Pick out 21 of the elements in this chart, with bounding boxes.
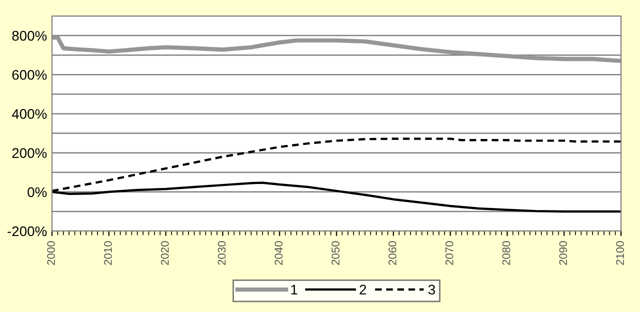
x-tick-label: 2080 [502,241,510,265]
y-tick-label: -200% [8,226,47,236]
x-tick-label: 2000 [47,241,55,265]
y-tick-label: 400% [12,109,47,119]
y-tick-label: 800% [12,30,47,41]
legend-label: 2 [360,284,366,294]
x-tick-label: 2010 [104,241,112,265]
x-tick-label: 2040 [274,241,283,265]
x-tick-label: 2050 [332,241,340,265]
legend-label: 1 [291,284,298,294]
y-tick-label: 200% [12,148,47,158]
legend-label: 3 [428,284,435,295]
line-series [52,35,621,64]
x-tick-label: 2020 [160,241,169,265]
x-tick-label: 2060 [388,241,396,265]
y-tick-label: 0% [28,187,47,198]
y-tick-label: 600% [12,70,47,80]
x-tick-label: 2070 [445,241,454,265]
x-tick-label: 2030 [218,241,226,265]
x-tick-label: 2090 [559,241,568,265]
x-tick-label: 2100 [616,241,624,265]
